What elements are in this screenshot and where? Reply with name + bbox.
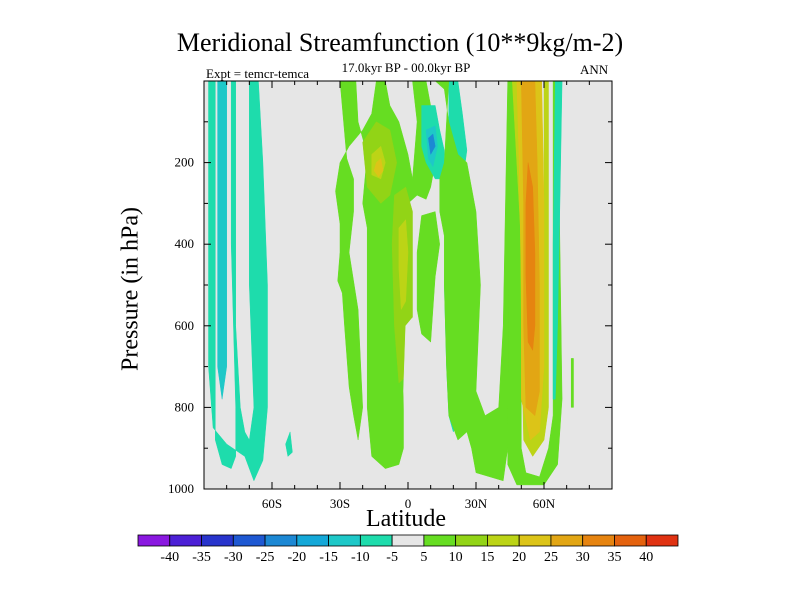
contour-region-mid-orange-spot (373, 158, 384, 178)
contour-region-nh-small-green (416, 211, 440, 343)
colorbar-label: -40 (160, 550, 179, 565)
colorbar-box (201, 534, 234, 547)
colorbar-label: -25 (256, 550, 275, 565)
y-tick-label: 800 (175, 399, 195, 414)
contour-region-nh-far-tick (570, 358, 574, 408)
colorbar-box (423, 534, 457, 547)
x-tick-label: 30N (465, 496, 488, 511)
colorbar-box (614, 534, 647, 547)
y-tick-label: 400 (175, 236, 195, 251)
colorbar-label: 15 (480, 550, 494, 565)
contour-region-eq-light-gap (403, 317, 418, 449)
colorbar-label: -15 (319, 550, 338, 565)
x-tick-label: 60N (533, 496, 556, 511)
colorbar-label: -35 (192, 550, 211, 565)
colorbar-box (487, 534, 520, 547)
colorbar-label: 25 (544, 550, 558, 565)
colorbar-label: -10 (351, 550, 370, 565)
colorbar-label: 20 (512, 550, 526, 565)
colorbar-label: -30 (224, 550, 243, 565)
x-axis-label: Latitude (366, 506, 446, 532)
x-tick-label: 60S (262, 496, 282, 511)
colorbar-label: 5 (420, 550, 427, 565)
chart-subtitle: 17.0kyr BP - 00.0kyr BP (341, 60, 471, 75)
contour-region-nh-green-mid (434, 81, 513, 482)
contour-region-sh-isolated-dot (285, 431, 293, 457)
contour-region-nh-polar-dark-orange (525, 162, 536, 351)
colorbar-label: -20 (287, 550, 306, 565)
contour-region-ferrel-green-band (335, 81, 436, 469)
colorbar-box (582, 534, 615, 547)
colorbar-box (645, 534, 679, 547)
y-tick-label: 600 (175, 318, 195, 333)
colorbar-box (328, 534, 361, 547)
x-tick-label: 0 (405, 496, 412, 511)
y-tick-label: 1000 (168, 481, 194, 496)
x-tick-label: 30S (330, 496, 350, 511)
season-label: ANN (580, 62, 609, 77)
colorbar-box (518, 534, 552, 547)
y-tick-label: 200 (175, 155, 195, 170)
contour-region-eq-yellow-core (398, 219, 409, 310)
colorbar-label: 35 (607, 550, 621, 565)
colorbar-label: 40 (639, 550, 653, 565)
colorbar-label: 10 (449, 550, 463, 565)
colorbar-box (137, 534, 171, 547)
colorbar-box (296, 534, 329, 547)
contour-region-sh-polar-cell-core (215, 81, 227, 400)
contour-region-nh-polar-thin-blue (552, 81, 563, 400)
contour-layer (208, 81, 574, 486)
colorbar-box (455, 534, 488, 547)
colorbar-box (169, 534, 202, 547)
colorbar-box (232, 534, 266, 547)
colorbar-box (359, 534, 393, 547)
colorbar-box (391, 534, 425, 547)
colorbar-box (550, 534, 584, 547)
colorbar-label: 30 (576, 550, 590, 565)
colorbar-box (264, 534, 298, 547)
colorbar-label: -5 (386, 550, 398, 565)
experiment-label: Expt = temcr-temca (206, 66, 310, 81)
contour-region-nh-dark-blue (428, 133, 436, 155)
chart-title: Meridional Streamfunction (10**9kg/m-2) (176, 28, 624, 57)
contour-region-sh-polar-cell-left (208, 81, 268, 482)
